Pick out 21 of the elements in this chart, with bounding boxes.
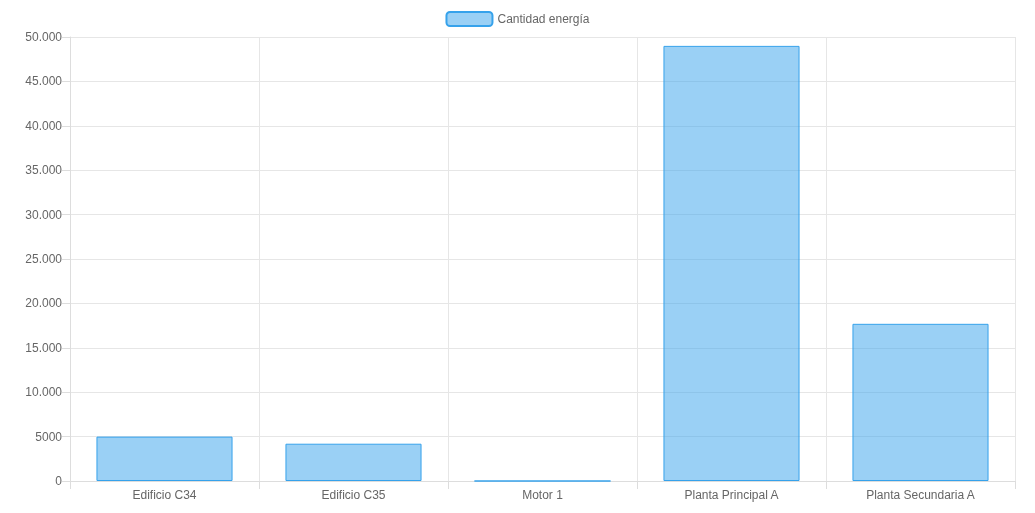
legend-label: Cantidad energía [497,12,590,26]
y-tick-label: 15.000 [25,340,63,355]
bar [96,436,233,481]
x-tick-label: Planta Principal A [684,488,779,502]
y-tick-label: 45.000 [25,74,63,89]
y-tick-label: 10.000 [25,385,63,400]
y-tick-label: 35.000 [25,163,63,178]
y-tick-label: 20.000 [25,296,63,311]
y-tick-label: 50.000 [25,30,63,44]
y-tick-label: 25.000 [25,252,63,266]
y-tick-label: 40.000 [25,118,63,133]
bar [663,45,800,481]
x-tick-label: Planta Secundaria A [866,488,975,502]
y-tick-label: 0 [55,474,63,488]
x-tick-label: Edificio C34 [132,488,197,502]
bar [852,323,989,481]
bar [285,443,422,481]
x-tick-label: Motor 1 [522,488,564,502]
x-tick-label: Edificio C35 [321,488,386,502]
y-tick-label: 5000 [35,429,63,444]
y-tick-label: 30.000 [25,207,63,222]
